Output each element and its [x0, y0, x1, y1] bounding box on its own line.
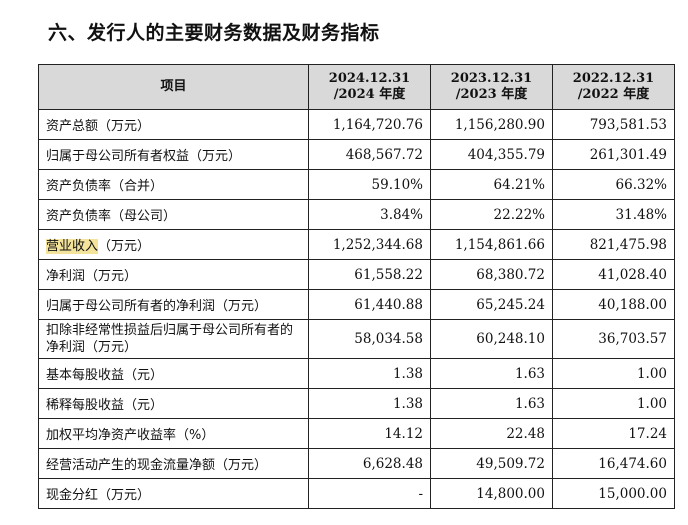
- header-2023-year: /2023 年度: [455, 87, 528, 102]
- cell-2023: 14,800.00: [430, 478, 553, 509]
- cell-2024: 61,440.88: [308, 289, 431, 320]
- table-row: 经营活动产生的现金流量净额（万元） 6,628.48 49,509.72 16,…: [38, 448, 675, 479]
- cell-2024: 1,164,720.76: [308, 109, 431, 140]
- table-row: 资产负债率（母公司） 3.84% 22.22% 31.48%: [38, 199, 675, 230]
- cell-2022: 821,475.98: [552, 229, 675, 260]
- cell-2024: 1,252,344.68: [308, 229, 431, 260]
- cell-2023: 68,380.72: [430, 259, 553, 290]
- cell-2024: 1.38: [308, 358, 431, 389]
- header-2024-date: 2024.12.31: [328, 71, 411, 86]
- cell-2022: 40,188.00: [552, 289, 675, 320]
- cell-2023: 1.63: [430, 388, 553, 419]
- cell-2022: 31.48%: [552, 199, 675, 230]
- cell-2024: 61,558.22: [308, 259, 431, 290]
- table-row: 加权平均净资产收益率（%） 14.12 22.48 17.24: [38, 418, 675, 449]
- cell-2022: 17.24: [552, 418, 675, 449]
- highlighted-text: 营业收入: [46, 239, 99, 254]
- row-label: 归属于母公司所有者权益（万元）: [38, 139, 309, 170]
- cell-2023: 60,248.10: [430, 319, 553, 359]
- header-item: 项目: [38, 64, 309, 110]
- table-row: 资产总额（万元） 1,164,720.76 1,156,280.90 793,5…: [38, 109, 675, 140]
- cell-2024: 468,567.72: [308, 139, 431, 170]
- table-row: 净利润（万元） 61,558.22 68,380.72 41,028.40: [38, 259, 675, 290]
- table-header-row: 项目 2024.12.31 /2024 年度 2023.12.31 /2023 …: [38, 64, 675, 110]
- cell-2023: 404,355.79: [430, 139, 553, 170]
- cell-2022: 261,301.49: [552, 139, 675, 170]
- header-2024-year: /2024 年度: [333, 87, 406, 102]
- header-2024: 2024.12.31 /2024 年度: [308, 64, 431, 110]
- cell-2022: 41,028.40: [552, 259, 675, 290]
- cell-2022: 1.00: [552, 388, 675, 419]
- row-label: 营业收入（万元）: [38, 229, 309, 260]
- header-2023: 2023.12.31 /2023 年度: [430, 64, 553, 110]
- row-label: 经营活动产生的现金流量净额（万元）: [38, 448, 309, 479]
- section-title: 六、发行人的主要财务数据及财务指标: [48, 22, 380, 44]
- row-label: 扣除非经常性损益后归属于母公司所有者的净利润（万元）: [38, 319, 309, 359]
- cell-2023: 1,156,280.90: [430, 109, 553, 140]
- cell-2024: 1.38: [308, 388, 431, 419]
- cell-2023: 65,245.24: [430, 289, 553, 320]
- row-label: 稀释每股收益（元）: [38, 388, 309, 419]
- row-label: 归属于母公司所有者的净利润（万元）: [38, 289, 309, 320]
- table-row: 归属于母公司所有者的净利润（万元） 61,440.88 65,245.24 40…: [38, 289, 675, 320]
- row-label: 基本每股收益（元）: [38, 358, 309, 389]
- cell-2022: 36,703.57: [552, 319, 675, 359]
- table-row: 现金分红（万元） - 14,800.00 15,000.00: [38, 478, 675, 509]
- cell-2022: 793,581.53: [552, 109, 675, 140]
- cell-2023: 22.48: [430, 418, 553, 449]
- row-label-unit: （万元）: [98, 239, 151, 254]
- cell-2024: 6,628.48: [308, 448, 431, 479]
- row-label: 资产负债率（母公司）: [38, 199, 309, 230]
- cell-2023: 64.21%: [430, 169, 553, 200]
- cell-2024: 14.12: [308, 418, 431, 449]
- header-2022-year: /2022 年度: [577, 87, 650, 102]
- row-label: 加权平均净资产收益率（%）: [38, 418, 309, 449]
- cell-2023: 1,154,861.66: [430, 229, 553, 260]
- header-2023-date: 2023.12.31: [450, 71, 533, 86]
- table-row: 稀释每股收益（元） 1.38 1.63 1.00: [38, 388, 675, 419]
- cell-2024: 3.84%: [308, 199, 431, 230]
- row-label: 资产负债率（合并）: [38, 169, 309, 200]
- cell-2023: 49,509.72: [430, 448, 553, 479]
- financial-data-table: 项目 2024.12.31 /2024 年度 2023.12.31 /2023 …: [38, 64, 675, 509]
- table-row: 基本每股收益（元） 1.38 1.63 1.00: [38, 358, 675, 389]
- row-label: 资产总额（万元）: [38, 109, 309, 140]
- table-row: 扣除非经常性损益后归属于母公司所有者的净利润（万元） 58,034.58 60,…: [38, 319, 675, 359]
- cell-2022: 1.00: [552, 358, 675, 389]
- row-label: 现金分红（万元）: [38, 478, 309, 509]
- table-row: 资产负债率（合并） 59.10% 64.21% 66.32%: [38, 169, 675, 200]
- cell-2024: 58,034.58: [308, 319, 431, 359]
- header-2022: 2022.12.31 /2022 年度: [552, 64, 675, 110]
- table-row: 营业收入（万元） 1,252,344.68 1,154,861.66 821,4…: [38, 229, 675, 260]
- cell-2022: 15,000.00: [552, 478, 675, 509]
- cell-2023: 22.22%: [430, 199, 553, 230]
- header-2022-date: 2022.12.31: [572, 71, 655, 86]
- cell-2022: 16,474.60: [552, 448, 675, 479]
- cell-2024: -: [308, 478, 431, 509]
- cell-2022: 66.32%: [552, 169, 675, 200]
- cell-2023: 1.63: [430, 358, 553, 389]
- table-row: 归属于母公司所有者权益（万元） 468,567.72 404,355.79 26…: [38, 139, 675, 170]
- row-label: 净利润（万元）: [38, 259, 309, 290]
- cell-2024: 59.10%: [308, 169, 431, 200]
